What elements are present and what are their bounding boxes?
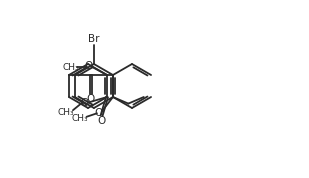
Text: O: O [95, 108, 103, 118]
Text: O: O [80, 98, 88, 108]
Text: CH₃: CH₃ [62, 63, 79, 72]
Text: O: O [85, 61, 93, 71]
Text: O: O [87, 94, 95, 104]
Text: CH₃: CH₃ [58, 108, 74, 117]
Text: CH₃: CH₃ [71, 114, 88, 123]
Text: O: O [97, 116, 106, 126]
Text: Br: Br [88, 34, 99, 44]
